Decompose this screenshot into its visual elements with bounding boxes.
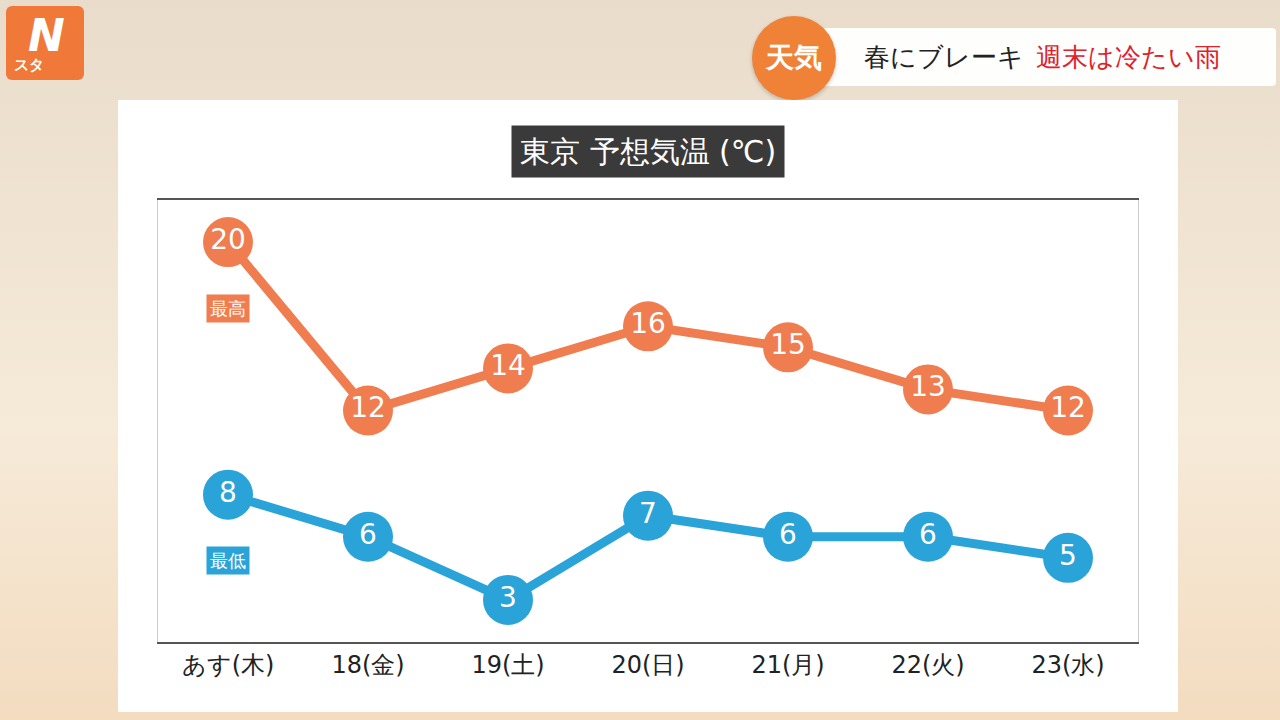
svg-text:22(火): 22(火) <box>891 651 964 679</box>
svg-text:14: 14 <box>490 349 526 382</box>
html-text:N: N <box>28 10 65 61</box>
svg-text:23(水): 23(水) <box>1031 651 1104 679</box>
svg-text:16: 16 <box>630 307 666 340</box>
svg-text:7: 7 <box>639 497 657 530</box>
svg-text:20: 20 <box>210 223 246 256</box>
svg-text:東京 予想気温 (℃): 東京 予想気温 (℃) <box>520 134 776 169</box>
svg-text:19(土): 19(土) <box>471 651 544 679</box>
svg-text:20(日): 20(日) <box>611 651 684 679</box>
svg-text:最高: 最高 <box>210 298 246 319</box>
svg-text:12: 12 <box>350 391 386 424</box>
svg-text:5: 5 <box>1059 539 1077 572</box>
svg-text:13: 13 <box>910 370 946 403</box>
html-text:天気: 天気 <box>766 41 822 74</box>
html-text:スタ: スタ <box>14 56 44 74</box>
html-text:春にブレーキ: 春にブレーキ <box>864 42 1024 72</box>
svg-text:15: 15 <box>770 328 806 361</box>
svg-text:あす(木): あす(木) <box>182 651 275 679</box>
svg-text:21(月): 21(月) <box>751 651 824 679</box>
svg-text:3: 3 <box>499 581 517 614</box>
svg-text:6: 6 <box>779 518 797 551</box>
html-text:週末は冷たい雨: 週末は冷たい雨 <box>1036 42 1221 72</box>
svg-text:最低: 最低 <box>210 550 246 571</box>
svg-text:12: 12 <box>1050 391 1086 424</box>
svg-text:8: 8 <box>219 476 237 509</box>
svg-text:6: 6 <box>359 518 377 551</box>
svg-text:6: 6 <box>919 518 937 551</box>
svg-text:18(金): 18(金) <box>331 651 404 679</box>
